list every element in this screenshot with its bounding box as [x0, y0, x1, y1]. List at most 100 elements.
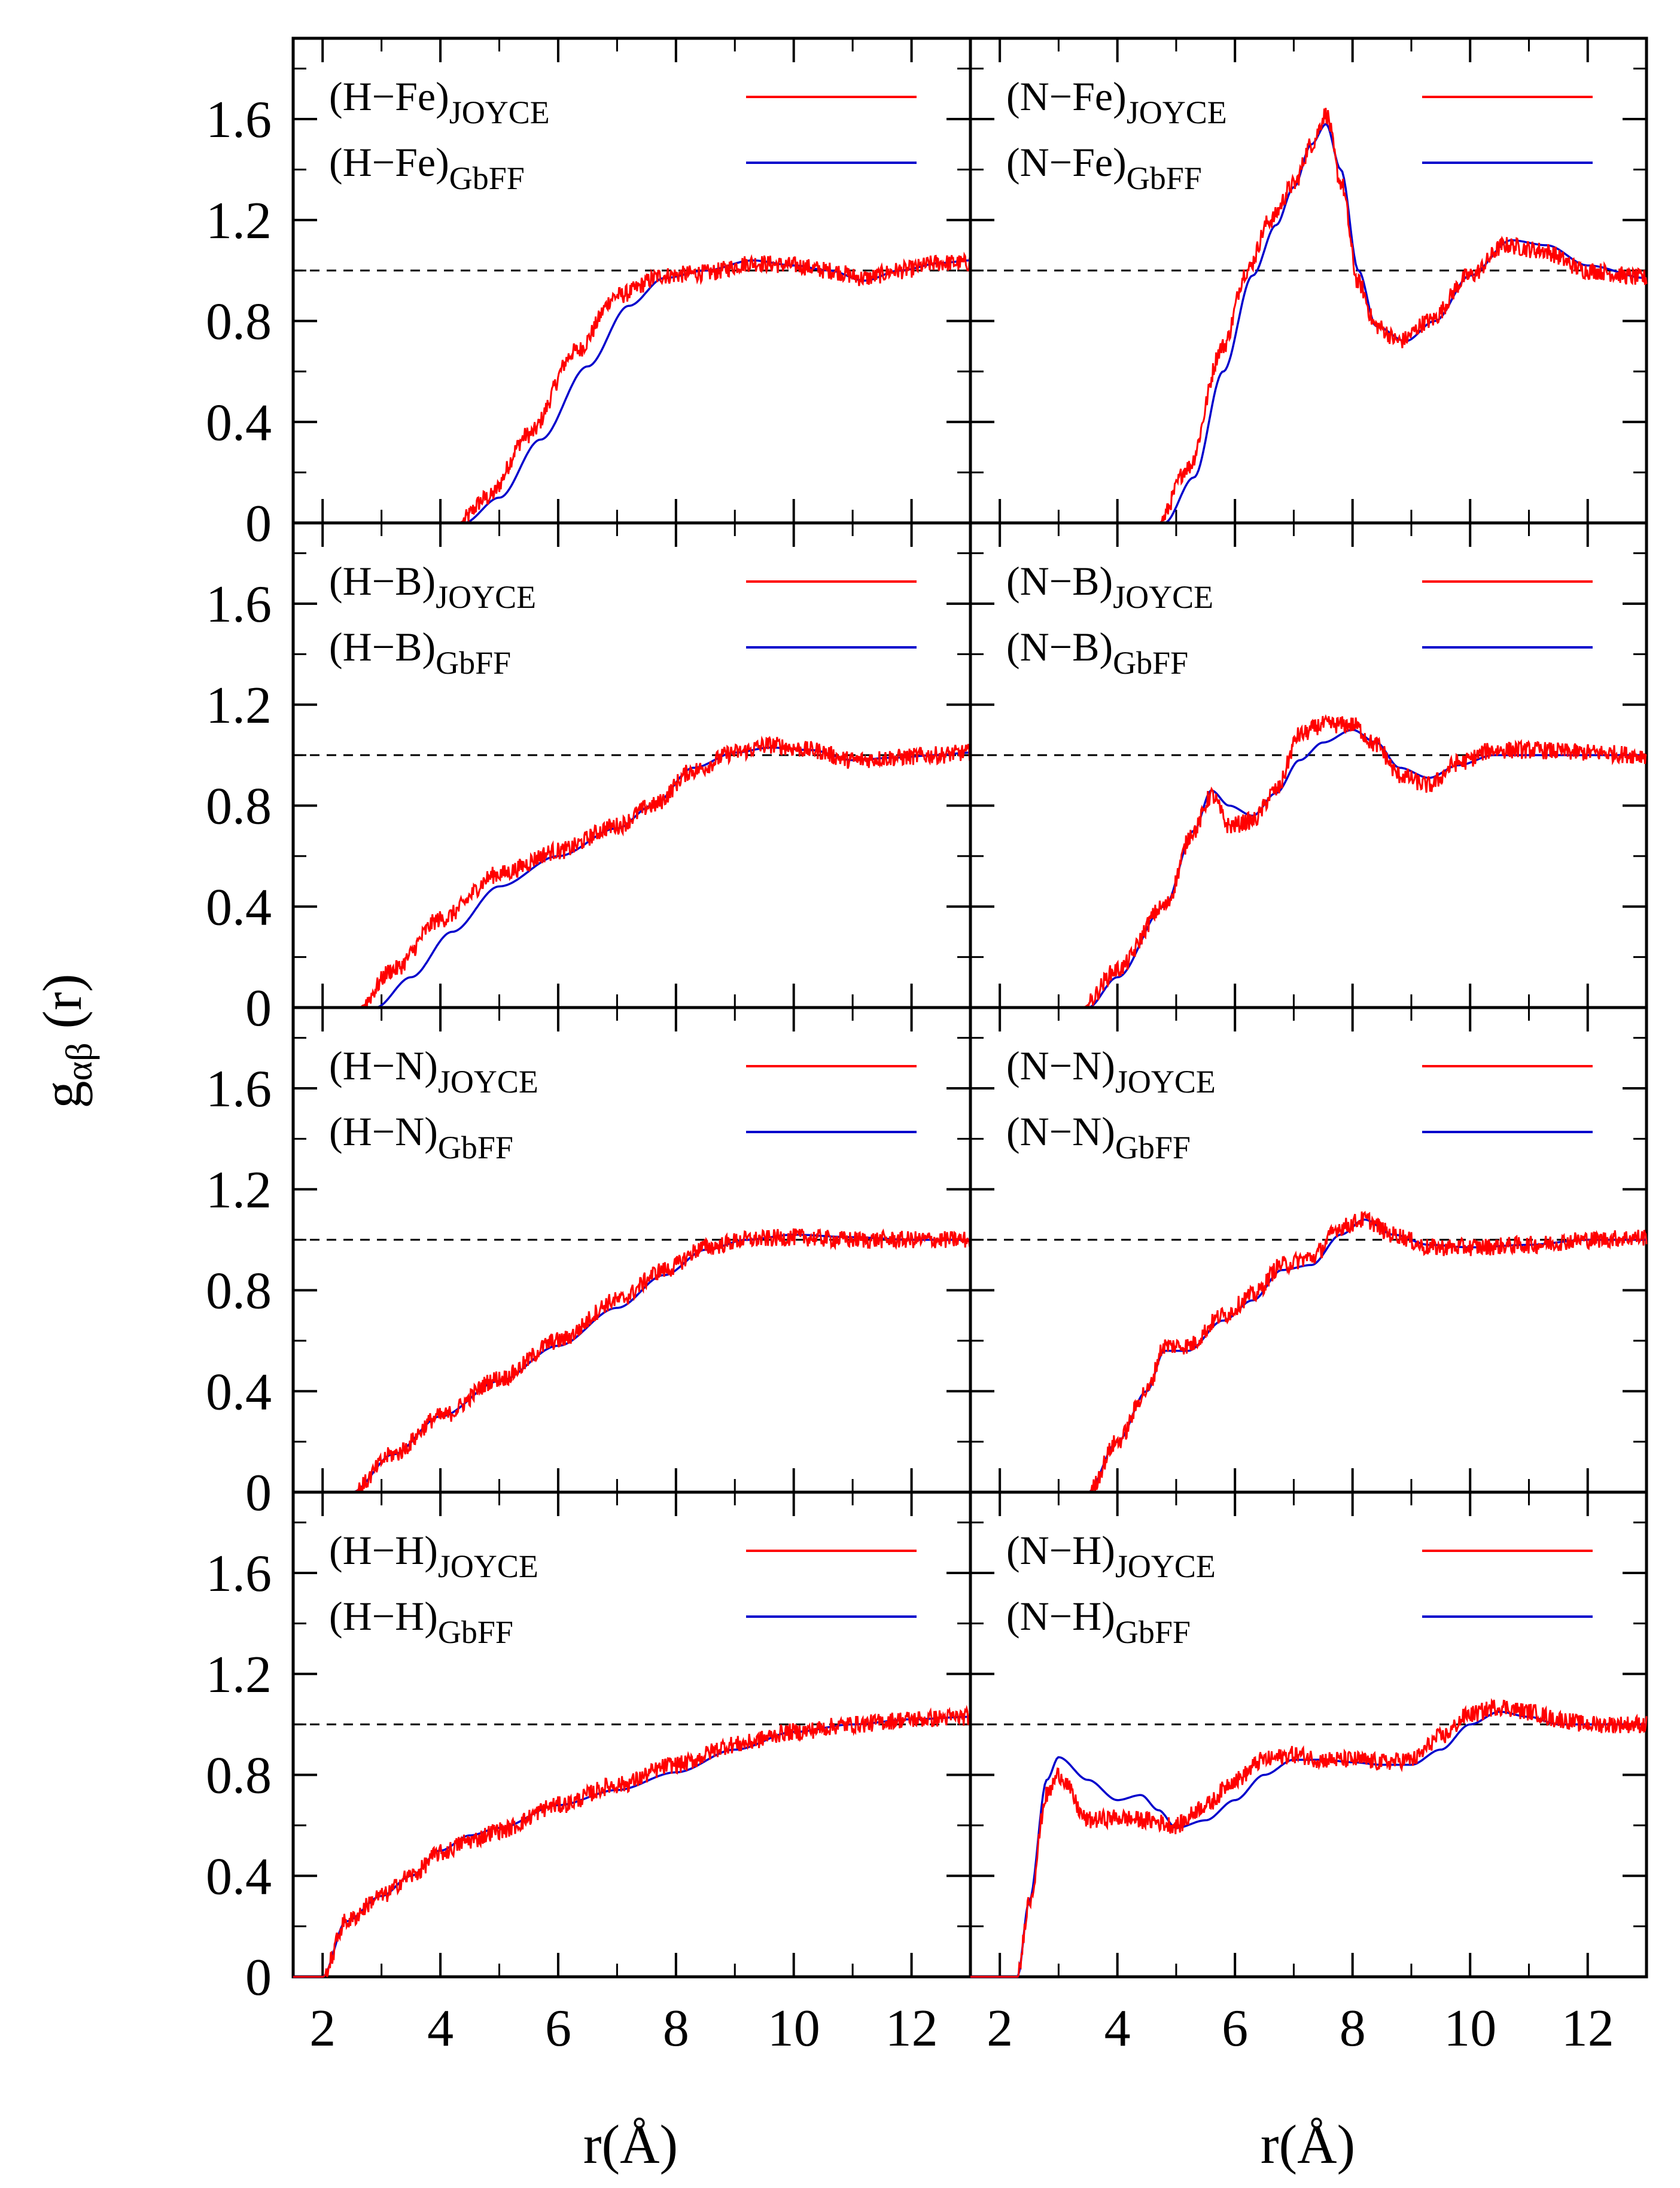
x-tick-label: 6 [545, 2000, 571, 2058]
legend-pair: (N−N) [1006, 1109, 1115, 1154]
legend-pair: (N−Fe) [1006, 139, 1127, 185]
legend-label-gbff: (N−B)GbFF [1006, 624, 1188, 681]
legend-method: JOYCE [449, 95, 550, 130]
series-line-gbff [970, 729, 1646, 1009]
y-tick-label: 0.8 [206, 293, 272, 351]
legend-method: GbFF [438, 1614, 513, 1650]
legend-pair: (N−N) [1006, 1043, 1115, 1088]
y-tick-label: 1.2 [206, 1161, 272, 1219]
legend-label-joyce: (H−Fe)JOYCE [329, 74, 550, 130]
legend-method: JOYCE [1127, 95, 1227, 130]
x-axis-title-left: r(Å) [583, 2114, 678, 2175]
y-tick-label: 1.6 [206, 91, 272, 149]
legend-pair: (H−Fe) [329, 74, 449, 119]
legend-method: GbFF [1127, 160, 1202, 196]
legend-label-gbff: (N−N)GbFF [1006, 1109, 1191, 1165]
legend-label-joyce: (H−B)JOYCE [329, 558, 536, 615]
x-axis-title-right: r(Å) [1261, 2114, 1355, 2175]
y-tick-label: 0 [245, 1464, 272, 1522]
series-line-joyce [970, 1698, 1648, 1978]
legend-method: GbFF [1113, 645, 1188, 681]
legend-label-joyce: (N−B)JOYCE [1006, 558, 1213, 615]
legend-pair: (H−N) [329, 1043, 438, 1088]
panel-n-n: (N−N)JOYCE(N−N)GbFF [969, 1006, 1648, 1494]
x-tick-label: 8 [663, 2000, 689, 2058]
x-tick-label: 12 [885, 2000, 938, 2058]
x-tick-label: 6 [1222, 2000, 1248, 2058]
y-tick-label: 1.6 [206, 576, 272, 634]
x-tick-label: 8 [1340, 2000, 1366, 2058]
x-tick-label: 10 [768, 2000, 820, 2058]
y-tick-label: 1.6 [206, 1060, 272, 1118]
series-line-gbff [293, 1715, 970, 1978]
legend-pair: (H−N) [329, 1109, 438, 1154]
series-line-gbff [970, 1711, 1646, 1978]
panel-h-n: 00.40.81.21.6 (H−N)JOYCE(H−N)GbFF [206, 1006, 972, 1522]
legend-method: GbFF [438, 1130, 513, 1165]
legend-pair: (N−H) [1006, 1527, 1115, 1573]
legend-method: JOYCE [1115, 1064, 1216, 1100]
x-tick-label: 10 [1444, 2000, 1496, 2058]
panel-n-fe: (N−Fe)JOYCE(N−Fe)GbFF [969, 36, 1648, 525]
legend-method: GbFF [436, 645, 511, 681]
legend-label-gbff: (H−N)GbFF [329, 1109, 513, 1165]
legend-method: JOYCE [438, 1064, 538, 1100]
legend-label-gbff: (N−Fe)GbFF [1006, 139, 1202, 196]
series-line-joyce [293, 735, 972, 1009]
legend-label-gbff: (H−B)GbFF [329, 624, 511, 681]
y-tick-label: 0.8 [206, 1747, 272, 1805]
legend-pair: (H−Fe) [329, 139, 449, 185]
series-line-gbff [293, 746, 970, 1009]
legend-label-gbff: (H−H)GbFF [329, 1593, 513, 1650]
series-line-joyce [970, 714, 1647, 1009]
legend-pair: (N−Fe) [1006, 74, 1127, 119]
y-axis-title-sub: αβ [59, 1042, 100, 1081]
y-tick-label: 0 [245, 495, 272, 553]
legend-method: JOYCE [1113, 579, 1213, 615]
legend-label-joyce: (H−N)JOYCE [329, 1043, 538, 1100]
y-tick-label: 1.2 [206, 192, 272, 250]
legend-label-joyce: (H−H)JOYCE [329, 1527, 538, 1584]
legend-method: GbFF [1115, 1614, 1191, 1650]
legend-pair: (N−B) [1006, 624, 1113, 670]
y-tick-label: 0.8 [206, 1262, 272, 1320]
x-tick-label: 4 [427, 2000, 454, 2058]
x-tick-label: 2 [987, 2000, 1013, 2058]
legend-label-gbff: (H−Fe)GbFF [329, 139, 525, 196]
legend-label-joyce: (N−Fe)JOYCE [1006, 74, 1227, 130]
x-tick-label: 12 [1562, 2000, 1614, 2058]
legend-label-joyce: (N−N)JOYCE [1006, 1043, 1216, 1100]
y-tick-label: 0.4 [206, 1848, 272, 1906]
y-tick-label: 0.4 [206, 1363, 272, 1421]
y-tick-label: 1.6 [206, 1545, 272, 1603]
legend-pair: (N−H) [1006, 1593, 1115, 1639]
legend-pair: (H−B) [329, 558, 436, 604]
legend-pair: (H−H) [329, 1593, 438, 1639]
y-axis-title-suffix: (r) [32, 974, 93, 1043]
y-axis-title: gαβ (r) [32, 974, 100, 1109]
y-tick-label: 0.4 [206, 394, 272, 452]
panel-h-fe: 00.40.81.21.6 (H−Fe)JOYCE(H−Fe)GbFF [206, 36, 972, 553]
panel-n-b: (N−B)JOYCE(N−B)GbFF [969, 521, 1648, 1009]
panel-frame [969, 1490, 1648, 1979]
y-tick-label: 0 [245, 979, 272, 1037]
legend-method: GbFF [449, 160, 525, 196]
panels-group: 00.40.81.21.6 (H−Fe)JOYCE(H−Fe)GbFF(N−Fe)… [206, 36, 1648, 2058]
legend-method: JOYCE [1115, 1548, 1216, 1584]
legend-pair: (N−B) [1006, 558, 1113, 604]
panel-n-h: 2 4 6 8 10 12(N−H)JOYCE(N−H)GbFF [969, 1490, 1648, 2058]
series-line-gbff [293, 259, 971, 524]
legend-method: JOYCE [436, 579, 536, 615]
y-tick-label: 1.2 [206, 1646, 272, 1704]
x-tick-label: 4 [1104, 2000, 1131, 2058]
y-tick-label: 0.4 [206, 878, 272, 936]
series-line-joyce [970, 1210, 1648, 1493]
legend-label-joyce: (N−H)JOYCE [1006, 1527, 1216, 1584]
series-line-gbff [970, 1218, 1646, 1493]
series-line-joyce [293, 1705, 972, 1978]
series-line-joyce [293, 251, 972, 524]
legend-label-gbff: (N−H)GbFF [1006, 1593, 1191, 1650]
panel-h-b: 00.40.81.21.6 (H−B)JOYCE(H−B)GbFF [206, 521, 972, 1037]
legend-method: GbFF [1115, 1130, 1191, 1165]
